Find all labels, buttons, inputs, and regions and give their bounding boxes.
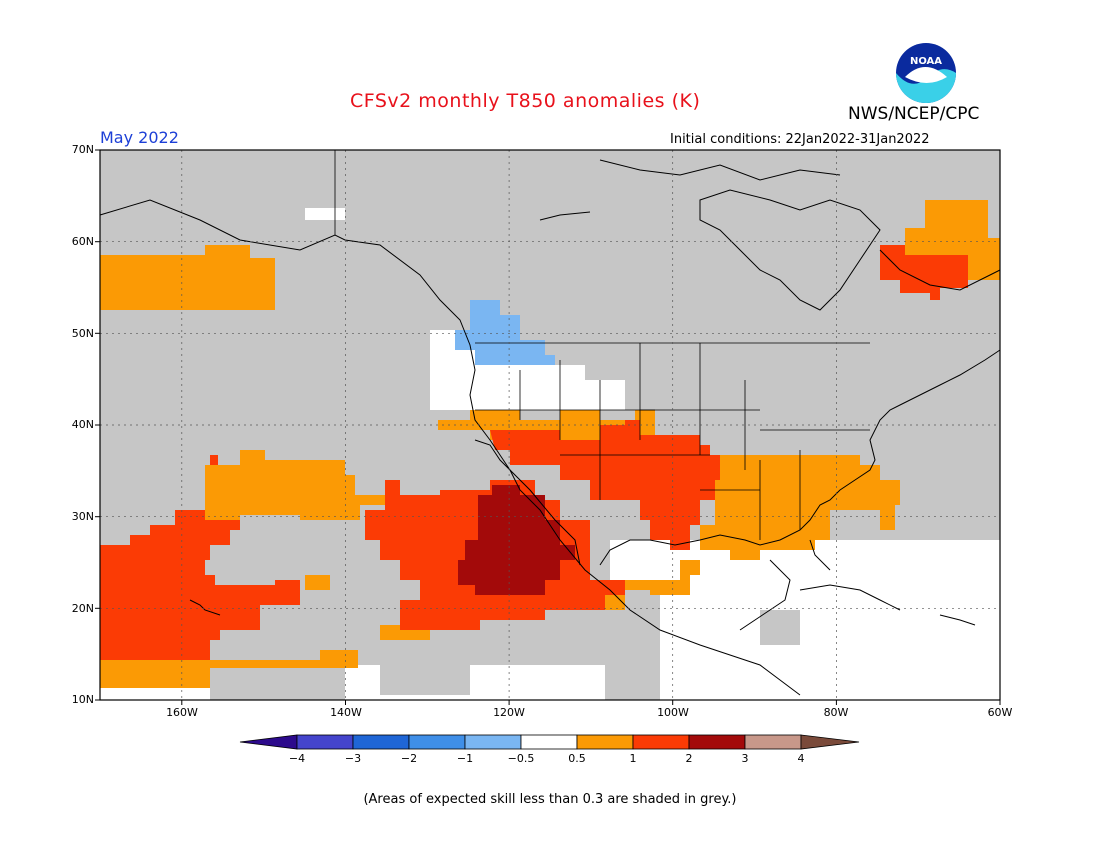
lon-label: 80W	[823, 706, 849, 719]
colorbar-swatch	[632, 734, 690, 750]
lon-label: 60W	[987, 706, 1013, 719]
noaa-logo: NOAA	[896, 43, 956, 103]
cool-anomaly-region	[455, 300, 555, 365]
lat-label: 70N	[71, 143, 94, 156]
colorbar-tick-label: −4	[288, 752, 306, 765]
colorbar-swatch	[464, 734, 522, 750]
colorbar-arrow-left	[239, 734, 298, 750]
initial-conditions: Initial conditions: 22Jan2022-31Jan2022	[670, 132, 930, 147]
colorbar-swatch	[520, 734, 578, 750]
colorbar-swatch	[408, 734, 466, 750]
lat-label: 40N	[71, 418, 94, 431]
lon-label: 120W	[493, 706, 525, 719]
colorbar-swatch	[688, 734, 746, 750]
graticule	[100, 150, 1000, 700]
lon-label: 160W	[166, 706, 198, 719]
lat-label: 60N	[71, 235, 94, 248]
axis-ticks	[95, 149, 1001, 705]
colorbar-arrow-right	[800, 734, 860, 750]
colorbar-swatch	[744, 734, 802, 750]
map-title: CFSv2 monthly T850 anomalies (K)	[350, 90, 701, 112]
skill-footnote: (Areas of expected skill less than 0.3 a…	[363, 792, 737, 807]
colorbar-tick-label: −0.5	[507, 752, 535, 765]
colorbar-tick-label: 0.5	[568, 752, 586, 765]
agency-label: NWS/NCEP/CPC	[848, 104, 980, 124]
colorbar-swatch	[576, 734, 634, 750]
lat-label: 20N	[71, 602, 94, 615]
colorbar-tick-label: −3	[344, 752, 362, 765]
lat-label: 30N	[71, 510, 94, 523]
colorbar-tick-label: 1	[629, 752, 637, 765]
colorbar-tick-label: 2	[685, 752, 693, 765]
colorbar-swatch	[352, 734, 410, 750]
colorbar-tick-label: 4	[797, 752, 805, 765]
logo-text: NOAA	[910, 56, 942, 67]
colorbar-tick-label: −1	[456, 752, 474, 765]
coastlines	[99, 159, 1001, 696]
lon-label: 100W	[657, 706, 689, 719]
colorbar-tick-label: −2	[400, 752, 418, 765]
lat-label: 10N	[71, 693, 94, 706]
colorbar-tick-label: 3	[741, 752, 749, 765]
forecast-month: May 2022	[100, 128, 179, 147]
colorbar	[239, 734, 860, 750]
lat-label: 50N	[71, 327, 94, 340]
warm-anomaly-2-region	[458, 485, 575, 595]
colorbar-swatch	[296, 734, 354, 750]
lon-label: 140W	[330, 706, 362, 719]
